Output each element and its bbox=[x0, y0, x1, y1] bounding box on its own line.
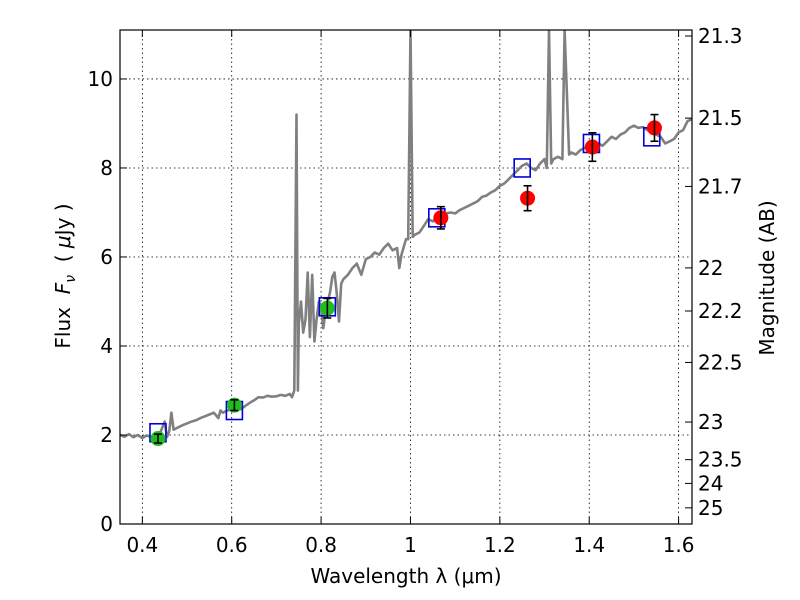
x-tick-label: 1.4 bbox=[573, 533, 605, 557]
y-tick-label: 4 bbox=[100, 334, 113, 358]
x-tick-label: 0.4 bbox=[126, 533, 158, 557]
x-tick-label: 1 bbox=[404, 533, 417, 557]
model-photometry-series bbox=[149, 127, 661, 443]
y-tick-label: 2 bbox=[100, 423, 113, 447]
plot-border bbox=[119, 29, 693, 525]
y-axis-title: Flux Fν ( μJy ) bbox=[51, 203, 79, 348]
y-tick-label: 6 bbox=[100, 245, 113, 269]
plot-frame bbox=[119, 29, 693, 525]
spectrum-series bbox=[120, 30, 692, 440]
y-tick-label: 0 bbox=[100, 512, 113, 536]
mag-tick-label: 24 bbox=[698, 471, 723, 495]
y-tick-label: 8 bbox=[100, 156, 113, 180]
mag-tick-label: 22.5 bbox=[698, 350, 743, 374]
x-tick-label: 0.8 bbox=[305, 533, 337, 557]
model-photometry-square bbox=[513, 158, 531, 178]
x-axis-title: Wavelength λ (μm) bbox=[310, 564, 501, 588]
mag-tick-label: 22 bbox=[698, 256, 723, 280]
x-tick-label: 0.6 bbox=[216, 533, 248, 557]
nir-photometry-series bbox=[433, 113, 662, 230]
mag-tick-label: 25 bbox=[698, 496, 723, 520]
mag-tick-label: 21.7 bbox=[698, 174, 743, 198]
spectrum-line bbox=[120, 30, 692, 440]
y2-axis-title: Magnitude (AB) bbox=[755, 200, 779, 355]
x-tick-label: 1.2 bbox=[484, 533, 516, 557]
grid-lines bbox=[120, 30, 692, 525]
optical-photometry-series bbox=[150, 297, 335, 447]
x-tick-label: 1.6 bbox=[663, 533, 695, 557]
mag-tick-label: 21.3 bbox=[698, 24, 743, 48]
mag-tick-label: 21.5 bbox=[698, 106, 743, 130]
y-tick-label: 10 bbox=[88, 67, 113, 91]
mag-tick-label: 22.2 bbox=[698, 299, 743, 323]
mag-tick-label: 23.5 bbox=[698, 448, 743, 472]
axis-ticks: 0.4 0.6 0.8 1 1.2 1.4 1.6024681021.321.521.722… bbox=[88, 24, 743, 557]
mag-tick-label: 23 bbox=[698, 410, 723, 434]
